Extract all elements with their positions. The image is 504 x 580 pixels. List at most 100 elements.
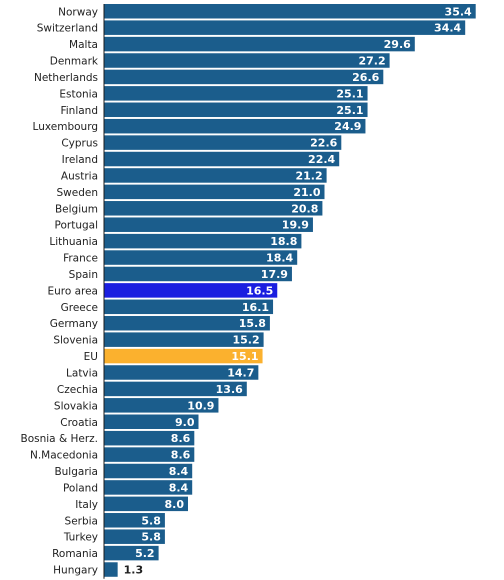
value-label-bulgaria: 8.4 [169, 465, 189, 478]
bar-poland [104, 480, 193, 495]
value-label-turkey: 5.8 [141, 531, 161, 544]
category-label-germany: Germany [50, 318, 98, 330]
bar-norway [104, 4, 476, 19]
bar-croatia [104, 414, 199, 429]
category-label-cyprus: Cyprus [61, 138, 98, 150]
bar-germany [104, 315, 270, 331]
value-label-switzerland: 34.4 [434, 22, 461, 35]
bar-hungary [104, 562, 118, 577]
bar-cyprus [104, 135, 342, 150]
bar-ireland [104, 151, 340, 167]
category-label-norway: Norway [58, 6, 98, 18]
category-label-luxembourg: Luxembourg [33, 121, 98, 133]
value-label-cyprus: 22.6 [310, 137, 337, 150]
value-label-romania: 5.2 [135, 547, 155, 560]
value-label-euro-area: 16.5 [246, 284, 273, 297]
bar-slovakia [104, 398, 219, 413]
category-label-spain: Spain [69, 269, 98, 281]
value-label-france: 18.4 [266, 252, 293, 265]
bar-turkey [104, 529, 165, 544]
category-label-turkey: Turkey [63, 532, 98, 544]
category-label-euro-area: Euro area [47, 285, 98, 297]
value-label-austria: 21.2 [295, 169, 322, 182]
category-label-belgium: Belgium [55, 203, 98, 215]
bar-belgium [104, 201, 323, 216]
value-label-luxembourg: 24.9 [334, 120, 361, 133]
category-label-bulgaria: Bulgaria [54, 466, 98, 478]
value-label-netherlands: 26.6 [352, 71, 379, 84]
bar-sweden [104, 184, 325, 200]
category-label-czechia: Czechia [57, 384, 98, 396]
category-label-hungary: Hungary [53, 565, 98, 577]
value-label-denmark: 27.2 [358, 55, 385, 68]
category-label-netherlands: Netherlands [34, 72, 98, 84]
value-label-germany: 15.8 [239, 317, 266, 330]
bar-luxembourg [104, 118, 366, 134]
category-label-latvia: Latvia [66, 367, 98, 379]
category-label-austria: Austria [61, 170, 98, 182]
bar-latvia [104, 365, 259, 380]
value-label-n-macedonia: 8.6 [171, 449, 191, 462]
bar-italy [104, 496, 188, 512]
bar-finland [104, 102, 368, 118]
category-label-estonia: Estonia [59, 88, 98, 100]
category-label-denmark: Denmark [50, 56, 99, 68]
value-label-sweden: 21.0 [293, 186, 320, 199]
value-label-hungary: 1.3 [124, 564, 143, 577]
category-label-ireland: Ireland [62, 154, 98, 166]
value-label-estonia: 25.1 [336, 87, 363, 100]
bar-czechia [104, 381, 247, 397]
value-label-bosnia-and-herz: 8.6 [171, 432, 191, 445]
value-label-eu: 15.1 [231, 350, 258, 363]
bar-slovenia [104, 332, 264, 347]
value-label-belgium: 20.8 [291, 202, 318, 215]
category-label-finland: Finland [60, 105, 98, 117]
bar-denmark [104, 53, 390, 68]
category-label-croatia: Croatia [60, 417, 98, 429]
bar-malta [104, 36, 415, 52]
value-label-malta: 29.6 [384, 38, 411, 51]
value-label-slovakia: 10.9 [187, 399, 214, 412]
value-label-latvia: 14.7 [227, 366, 254, 379]
bar-serbia [104, 513, 165, 528]
bar-bosnia-and-herz [104, 430, 195, 446]
bar-austria [104, 168, 327, 183]
category-label-portugal: Portugal [55, 220, 99, 232]
bar-euro-area [104, 283, 278, 298]
bar-bulgaria [104, 463, 193, 479]
bar-eu [104, 348, 263, 364]
value-label-serbia: 5.8 [141, 514, 161, 527]
bar-switzerland [104, 20, 466, 35]
bar-n-macedonia [104, 447, 195, 462]
category-label-greece: Greece [61, 302, 98, 314]
value-label-poland: 8.4 [169, 481, 189, 494]
value-label-ireland: 22.4 [308, 153, 335, 166]
bar-spain [104, 266, 292, 282]
category-label-lithuania: Lithuania [49, 236, 98, 248]
value-label-finland: 25.1 [336, 104, 363, 117]
value-label-slovenia: 15.2 [232, 334, 259, 347]
value-label-lithuania: 18.8 [270, 235, 297, 248]
value-label-spain: 17.9 [261, 268, 288, 281]
category-label-france: France [63, 253, 98, 265]
category-label-italy: Italy [75, 499, 98, 511]
category-label-bosnia-and-herz: Bosnia & Herz. [21, 433, 99, 445]
value-label-croatia: 9.0 [175, 416, 195, 429]
bar-lithuania [104, 233, 302, 249]
bar-romania [104, 545, 159, 561]
value-label-czechia: 13.6 [216, 383, 243, 396]
bar-france [104, 250, 298, 265]
category-label-switzerland: Switzerland [37, 23, 98, 35]
bar-greece [104, 299, 274, 315]
category-label-n-macedonia: N.Macedonia [30, 450, 98, 462]
value-label-norway: 35.4 [445, 5, 472, 18]
value-label-portugal: 19.9 [282, 219, 309, 232]
bar-netherlands [104, 69, 384, 85]
category-label-slovakia: Slovakia [54, 400, 98, 412]
value-label-greece: 16.1 [242, 301, 269, 314]
category-label-romania: Romania [52, 548, 98, 560]
bar-estonia [104, 86, 368, 101]
bar-portugal [104, 217, 313, 232]
category-label-slovenia: Slovenia [53, 335, 98, 347]
